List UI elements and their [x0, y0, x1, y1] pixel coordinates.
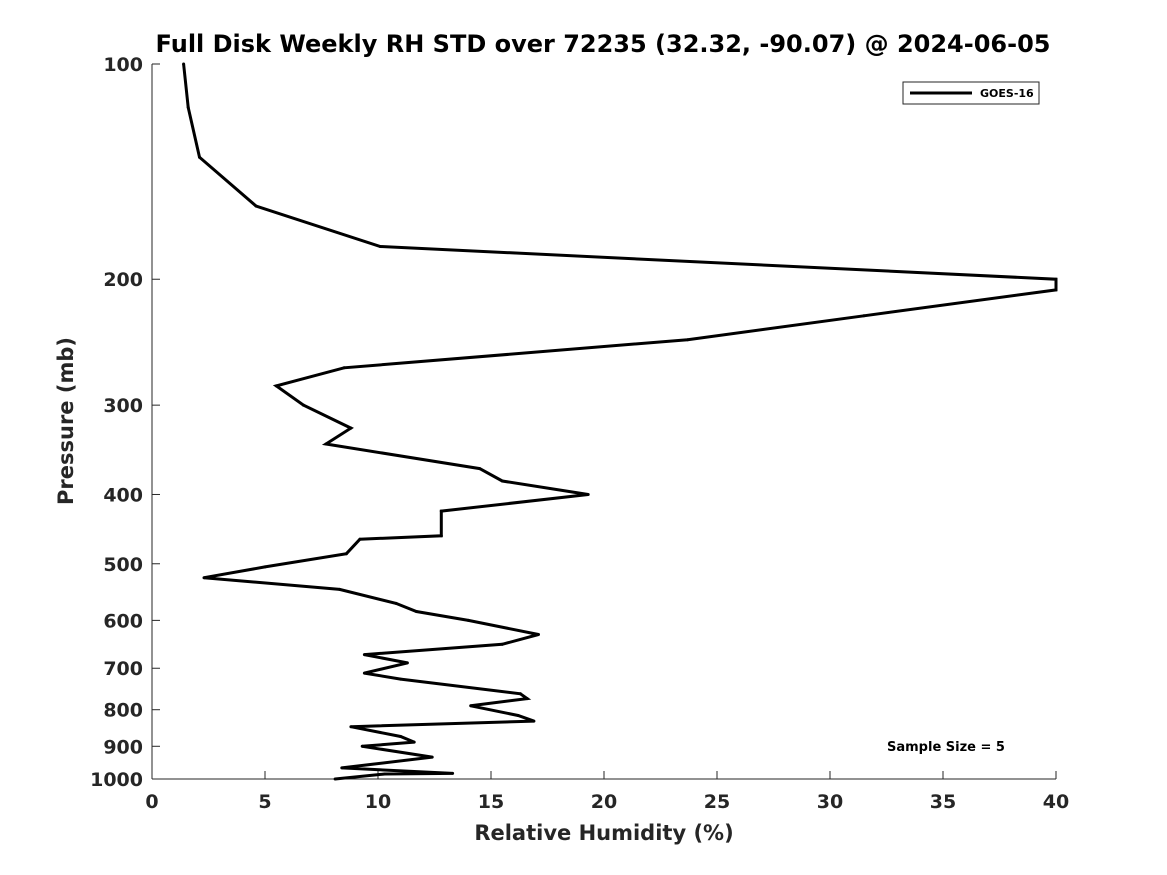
y-tick-label: 700	[103, 658, 143, 680]
sample-size-annotation: Sample Size = 5	[887, 740, 1005, 755]
data-point	[500, 479, 504, 483]
data-point	[1054, 277, 1058, 281]
data-point	[466, 618, 470, 622]
data-point	[274, 384, 278, 388]
y-ticks: 100 200 300 400 500 600 700 800 900 1000	[90, 54, 160, 791]
data-point	[586, 493, 590, 496]
data-point	[451, 771, 455, 775]
legend: GOES-16	[902, 81, 1040, 105]
data-point	[342, 366, 346, 370]
x-tick-label: 15	[478, 791, 504, 813]
data-point	[405, 661, 409, 665]
x-tick-label: 25	[704, 791, 730, 813]
data-point	[254, 204, 258, 208]
data-point	[383, 772, 387, 776]
data-point	[324, 442, 328, 446]
x-tick-label: 20	[591, 791, 617, 813]
data-point	[516, 714, 520, 717]
series-layer	[182, 62, 1058, 781]
data-point	[430, 755, 434, 759]
chart-title: Full Disk Weekly RH STD over 72235 (32.3…	[156, 30, 1051, 58]
data-point	[469, 704, 473, 708]
x-tick-label: 30	[817, 791, 843, 813]
y-tick-label: 600	[103, 610, 143, 632]
data-point	[1054, 288, 1058, 292]
data-point	[358, 537, 362, 541]
data-point	[362, 653, 366, 657]
y-tick-label: 900	[103, 736, 143, 758]
x-tick-label: 5	[258, 791, 271, 813]
data-point	[344, 552, 348, 556]
data-point	[500, 642, 504, 646]
x-axis-label: Relative Humidity (%)	[474, 821, 733, 845]
x-tick-label: 35	[930, 791, 956, 813]
data-point	[349, 725, 353, 729]
data-point	[412, 740, 416, 744]
y-tick-label: 300	[103, 395, 143, 417]
data-point	[439, 534, 443, 538]
data-point	[439, 509, 443, 513]
y-tick-label: 1000	[90, 769, 143, 791]
x-tick-label: 10	[365, 791, 391, 813]
data-point	[198, 155, 201, 159]
data-point	[186, 105, 190, 109]
data-point	[537, 633, 540, 636]
data-point	[686, 338, 690, 342]
x-tick-label: 40	[1043, 791, 1069, 813]
data-point	[333, 777, 337, 781]
y-tick-label: 500	[103, 554, 143, 576]
data-point	[532, 719, 536, 723]
data-point	[263, 565, 267, 569]
data-point	[394, 601, 398, 605]
y-tick-label: 400	[103, 484, 143, 506]
y-tick-label: 800	[103, 700, 143, 722]
legend-label: GOES-16	[980, 87, 1034, 100]
data-point	[338, 587, 342, 591]
data-point	[362, 671, 366, 675]
data-point	[340, 766, 344, 770]
y-tick-label: 100	[103, 54, 143, 76]
data-point	[478, 467, 482, 471]
data-point	[182, 62, 186, 66]
data-point	[301, 403, 305, 407]
series-line-0	[182, 63, 1058, 781]
data-point	[202, 576, 206, 580]
data-point	[518, 692, 522, 696]
y-axis-label: Pressure (mb)	[54, 337, 78, 505]
data-point	[399, 677, 403, 681]
data-point	[414, 610, 418, 613]
y-tick-label: 200	[103, 269, 143, 291]
x-tick-label: 0	[145, 791, 158, 813]
data-point	[349, 426, 353, 430]
data-point	[378, 245, 382, 248]
x-ticks: 0 5 10 15 20 25 30 35 40	[145, 771, 1069, 813]
axes	[151, 64, 1056, 780]
data-point	[399, 735, 403, 738]
data-point	[360, 744, 364, 748]
data-point	[862, 314, 866, 318]
data-point	[525, 697, 529, 701]
